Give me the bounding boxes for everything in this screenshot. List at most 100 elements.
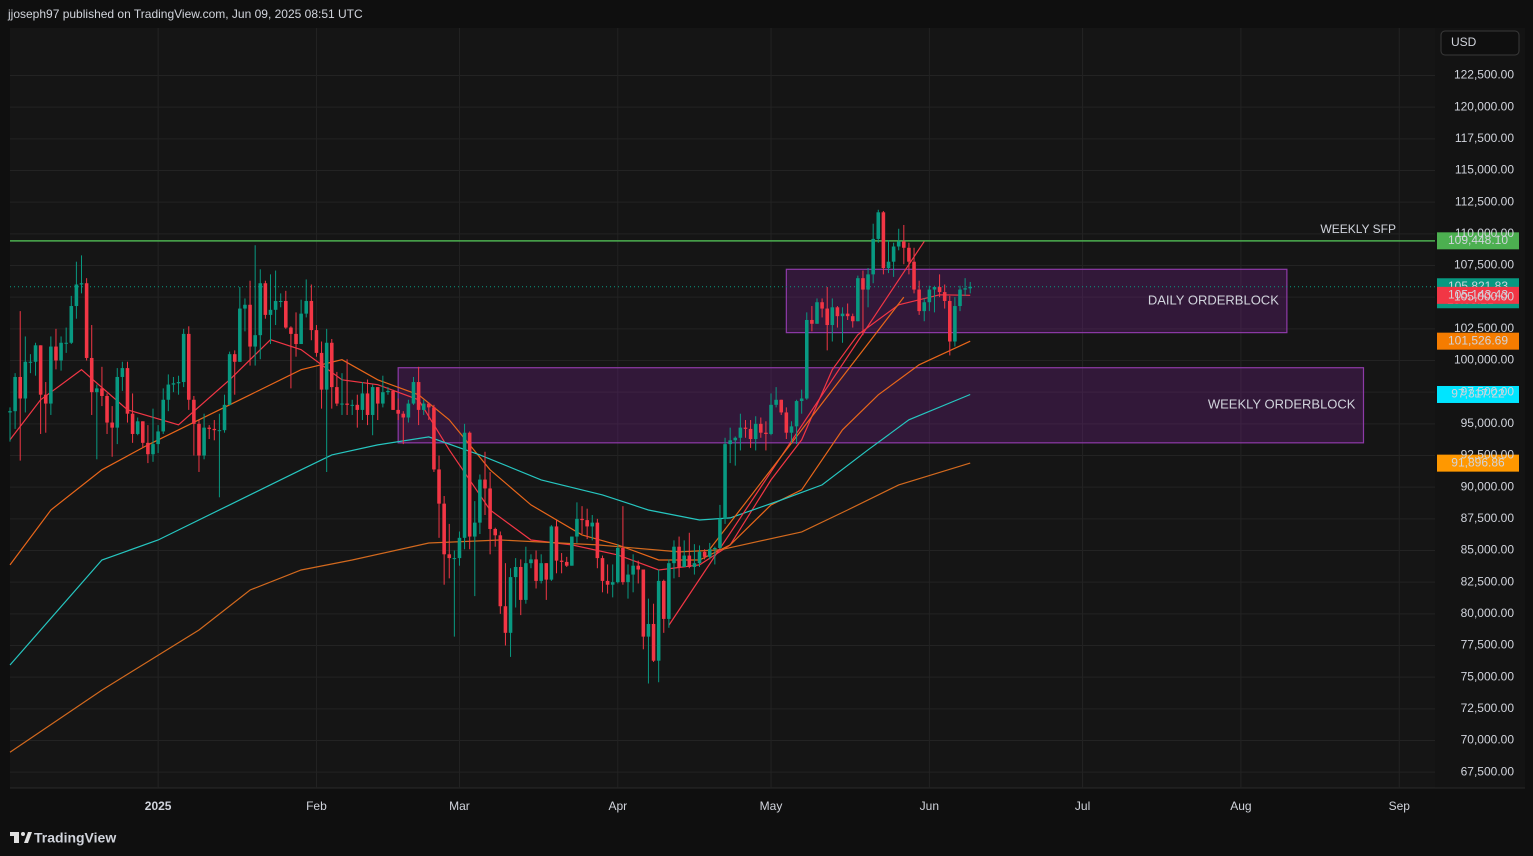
candle-body (718, 518, 722, 548)
y-tick-label: 107,500.00 (1454, 258, 1514, 272)
candle-body (110, 422, 114, 428)
candle-body (529, 559, 533, 564)
y-tick-label: 120,000.00 (1454, 99, 1514, 113)
candle-body (779, 399, 784, 413)
candle-body (672, 546, 676, 564)
candle-body (8, 411, 12, 413)
candle-body (927, 289, 932, 303)
y-tick-label: 102,500.00 (1454, 321, 1514, 335)
candle-body (580, 518, 584, 521)
price-tag-label: 97,317.22 (1451, 387, 1505, 401)
candle-body (340, 403, 344, 405)
candle-body (427, 403, 431, 408)
candle-body (641, 569, 646, 637)
candle-body (105, 395, 109, 423)
candle-body (539, 563, 543, 581)
candle-body (947, 300, 952, 342)
candle-body (217, 430, 222, 432)
candle-body (871, 238, 875, 275)
candle-body (845, 313, 850, 317)
candle-body (784, 412, 789, 433)
candle-body (181, 333, 186, 383)
candle-body (202, 427, 206, 456)
candle-body (830, 307, 835, 326)
currency-button[interactable] (1440, 30, 1520, 56)
candle-body (309, 300, 314, 331)
candle-body (815, 302, 819, 324)
candle-body (488, 488, 492, 529)
candle-body (120, 368, 125, 377)
x-tick-label: Feb (306, 799, 327, 813)
y-tick-label: 80,000.00 (1461, 606, 1515, 620)
candle-body (227, 354, 232, 405)
candle-body (544, 563, 549, 580)
price-tag-label: 101,526.69 (1448, 333, 1508, 347)
y-tick-label: 115,000.00 (1455, 163, 1514, 177)
candle-body (28, 361, 33, 363)
currency-label[interactable]: USD (1451, 35, 1477, 49)
candle-body (171, 383, 176, 385)
candle-body (585, 520, 589, 527)
moving-average (9, 340, 971, 566)
candle-body (345, 403, 349, 405)
y-tick-label: 67,500.00 (1461, 764, 1515, 778)
candle-body (968, 286, 973, 289)
candle-body (508, 577, 513, 633)
candle-body (268, 309, 273, 315)
price-tag (1437, 385, 1519, 403)
y-tick-label: 100,000.00 (1454, 353, 1514, 367)
price-tag (1437, 286, 1519, 304)
candle-body (917, 289, 921, 312)
price-tag-label: 105,143.43 (1448, 288, 1508, 302)
x-tick-label: May (760, 799, 783, 813)
candle-body (789, 426, 794, 433)
candle-body (498, 535, 503, 607)
candle-body (238, 308, 242, 362)
y-tick-label: 90,000.00 (1461, 479, 1515, 493)
candle-body (115, 376, 120, 428)
candle-body (467, 432, 472, 537)
candle-body (299, 313, 303, 345)
candle-body (564, 561, 569, 566)
candle-body (232, 354, 237, 362)
candle-body (953, 306, 957, 342)
candle-body (937, 287, 942, 293)
candle-body (605, 580, 610, 585)
candle-body (840, 313, 845, 317)
candle-body (192, 399, 196, 424)
candle-body (437, 469, 441, 504)
candle-body (902, 241, 906, 248)
y-tick-label: 72,500.00 (1461, 701, 1515, 715)
candle-body (759, 423, 763, 433)
candle-body (253, 335, 257, 347)
candle-body (130, 413, 135, 434)
candle-body (891, 246, 896, 262)
y-tick-label: 110,000.00 (1455, 226, 1514, 240)
candle-body (713, 547, 717, 550)
zone-label: WEEKLY ORDERBLOCK (1208, 397, 1356, 412)
candle-body (932, 287, 937, 290)
candle-body (636, 565, 641, 570)
orderblock-zone (397, 367, 1365, 444)
candle-body (263, 283, 268, 315)
candle-body (958, 289, 962, 307)
x-tick-label: Jun (920, 799, 939, 813)
candle-body (69, 306, 74, 343)
candle-body (616, 547, 620, 583)
y-tick-label: 70,000.00 (1461, 733, 1515, 747)
y-tick-label: 112,500.00 (1455, 194, 1514, 208)
candle-body (186, 333, 191, 400)
x-tick-label: Apr (608, 799, 627, 813)
candle-body (820, 302, 824, 309)
candle-body (493, 528, 498, 536)
tv-logo (10, 832, 32, 843)
candle-body (421, 403, 426, 410)
candle-body (472, 522, 477, 537)
candle-body (682, 555, 686, 567)
candle-body (365, 393, 370, 415)
candle-body (907, 247, 911, 262)
candle-body (687, 555, 692, 567)
candle-body (197, 423, 201, 456)
candle-body (856, 278, 860, 322)
